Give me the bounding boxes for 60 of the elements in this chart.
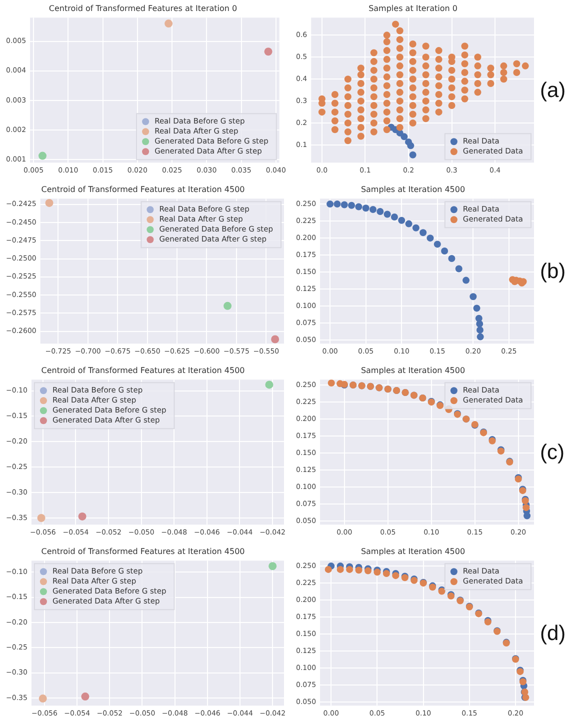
point — [38, 152, 47, 160]
text: (c) — [540, 440, 566, 464]
point — [271, 335, 280, 344]
point — [412, 224, 420, 232]
text: (b) — [540, 260, 567, 284]
point — [476, 326, 484, 334]
point — [390, 213, 398, 220]
point — [37, 514, 46, 522]
point — [265, 380, 274, 389]
point — [326, 200, 334, 208]
chart-title: Samples at Iteration 4500 — [360, 366, 466, 375]
point — [448, 255, 456, 262]
point — [224, 302, 232, 310]
point — [524, 512, 531, 520]
point — [340, 201, 348, 208]
point — [407, 142, 414, 150]
point — [420, 229, 427, 236]
chart-title: Centroid of Transformed Features at Iteration 4500 — [41, 184, 245, 194]
point — [462, 276, 470, 284]
point — [473, 304, 480, 312]
point — [400, 133, 408, 140]
point — [81, 692, 90, 701]
chart-title: Centroid of Transformed Features at Iteration 4500 — [41, 546, 245, 556]
point — [355, 566, 362, 574]
point — [426, 234, 434, 242]
point — [38, 694, 47, 703]
point — [476, 320, 484, 328]
point — [334, 200, 341, 208]
point — [268, 562, 277, 570]
point — [328, 380, 335, 387]
chart-title: Samples at Iteration 4500 — [360, 184, 466, 194]
point — [441, 248, 448, 255]
point — [264, 48, 272, 56]
point — [382, 570, 390, 578]
point — [455, 265, 462, 272]
point — [324, 566, 332, 573]
point — [336, 566, 344, 573]
text: (d) — [540, 622, 567, 646]
point — [369, 206, 376, 213]
text: (a) — [540, 78, 567, 102]
point — [346, 566, 354, 573]
point — [355, 203, 362, 210]
chart-title: Samples at Iteration 0 — [368, 4, 458, 13]
point — [470, 293, 477, 300]
point — [405, 220, 412, 228]
chart-title: Centroid of Transformed Features at Iteration 4500 — [41, 366, 245, 375]
point — [384, 210, 391, 218]
point — [164, 20, 173, 28]
point — [362, 204, 370, 212]
point — [45, 198, 54, 207]
point — [398, 216, 406, 224]
point — [376, 208, 384, 216]
point — [434, 240, 441, 248]
chart-title: Samples at Iteration 4500 — [360, 546, 466, 556]
point — [78, 512, 86, 520]
chart-title: Centroid of Transformed Features at Iteration 0 — [48, 4, 238, 13]
point — [476, 333, 484, 340]
point — [409, 151, 416, 158]
point — [522, 504, 530, 512]
point — [348, 202, 356, 209]
